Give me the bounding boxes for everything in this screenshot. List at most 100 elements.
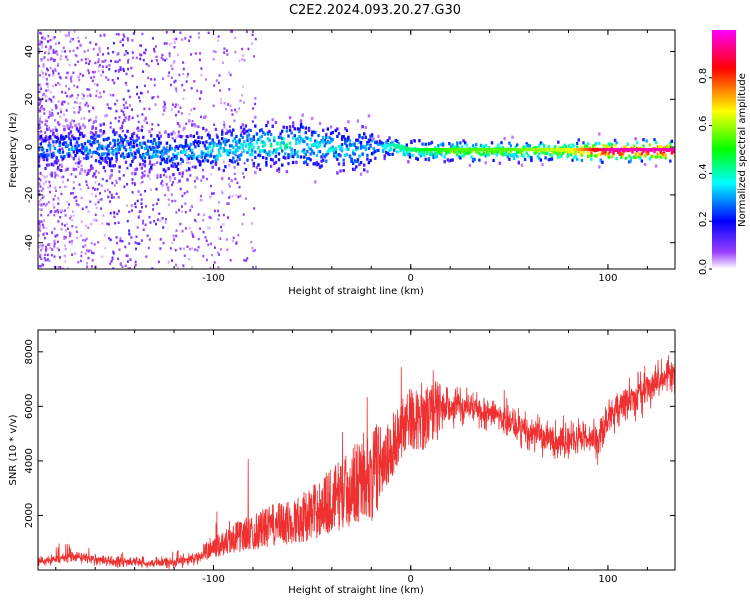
heatmap-cell [191,165,194,169]
heatmap-cell [422,148,427,152]
heatmap-cell [667,148,671,152]
heatmap-cell [497,148,501,152]
heatmap-cell [418,139,421,143]
heatmap-cell [204,236,207,239]
heatmap-cell [465,143,468,147]
heatmap-cell [483,148,488,152]
heatmap-cell [77,158,80,161]
heatmap-cell [66,267,69,269]
heatmap-cell [74,154,77,158]
colorbar-tick-label: 0.2 [698,211,709,227]
heatmap-cell [151,145,154,149]
heatmap-cell [61,142,65,146]
heatmap-cell [396,144,401,148]
heatmap-cell [38,51,41,54]
heatmap-cell [408,152,412,156]
heatmap-cell [112,250,115,254]
heatmap-cell [380,142,383,146]
heatmap-cell [71,94,74,97]
heatmap-cell [109,211,112,215]
y-tick-label: 6000 [24,394,35,419]
heatmap-cell [369,158,372,163]
heatmap-cell [162,77,164,80]
heatmap-cell [623,145,626,149]
heatmap-cell [70,79,73,82]
heatmap-cell [58,150,61,155]
heatmap-cell [273,139,276,143]
heatmap-cell [243,127,246,131]
heatmap-cell [202,151,205,155]
heatmap-cell [399,147,402,151]
heatmap-cell [127,61,129,64]
heatmap-cell [538,144,541,148]
heatmap-cell [136,85,139,89]
heatmap-cell [53,242,56,246]
heatmap-cell [64,34,67,37]
heatmap-cell [615,148,620,152]
heatmap-cell [119,262,122,265]
heatmap-cell [69,50,71,53]
heatmap-cell [436,148,440,152]
heatmap-cell [122,69,125,72]
heatmap-cell [72,150,76,154]
heatmap-cell [281,136,284,140]
heatmap-cell [271,124,274,128]
heatmap-cell [168,147,172,151]
heatmap-cell [41,196,44,199]
heatmap-cell [92,174,95,178]
heatmap-cell [236,145,240,149]
heatmap-cell [38,146,41,150]
heatmap-cell [184,210,187,214]
heatmap-cell [55,140,58,144]
heatmap-cell [141,113,144,116]
heatmap-cell [38,102,41,105]
heatmap-cell [186,73,189,76]
heatmap-cell [135,138,139,142]
heatmap-cell [356,158,360,162]
heatmap-cell [405,151,408,155]
heatmap-cell [161,217,164,220]
heatmap-cell [38,234,40,237]
heatmap-cell [88,148,91,152]
heatmap-cell [158,212,161,215]
heatmap-cell [44,123,47,126]
heatmap-cell [99,192,101,195]
heatmap-cell [654,164,658,168]
heatmap-cell [143,142,147,146]
heatmap-cell [117,196,120,199]
heatmap-cell [618,152,621,156]
heatmap-cell [142,219,145,223]
heatmap-cell [590,148,594,152]
heatmap-cell [486,149,489,153]
heatmap-cell [164,169,167,173]
heatmap-cell [531,148,535,152]
heatmap-cell [230,109,233,112]
heatmap-cell [268,150,271,154]
heatmap-cell [615,141,618,145]
heatmap-cell [45,77,48,81]
heatmap-cell [197,135,200,139]
heatmap-cell [66,167,69,171]
heatmap-cell [45,158,49,162]
heatmap-cell [508,157,511,161]
heatmap-cell [464,141,467,145]
heatmap-cell [263,143,266,147]
heatmap-cell [402,152,405,156]
colorbar-tick-label: 0.4 [698,163,709,179]
heatmap-cell [205,140,208,144]
heatmap-cell [233,172,236,176]
heatmap-cell [91,166,94,170]
heatmap-cell [336,127,339,131]
heatmap-cell [122,98,125,101]
heatmap-cell [173,162,177,166]
heatmap-cell [323,140,326,144]
heatmap-cell [123,185,126,188]
heatmap-cell [645,139,648,143]
heatmap-cell [58,248,60,252]
heatmap-cell [53,255,56,258]
heatmap-cell [269,157,273,161]
heatmap-cell [61,158,64,162]
heatmap-cell [584,148,588,152]
heatmap-cell [181,83,184,87]
heatmap-cell [312,142,315,147]
